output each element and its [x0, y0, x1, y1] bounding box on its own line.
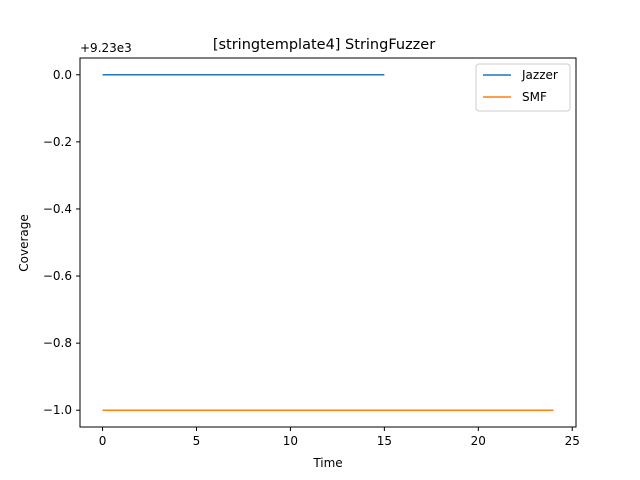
y-offset-label: +9.23e3 — [80, 41, 132, 55]
x-tick-label: 15 — [377, 434, 392, 448]
x-tick-label: 20 — [471, 434, 486, 448]
x-axis: 0 5 10 15 20 25 — [99, 427, 580, 448]
x-tick-label: 10 — [283, 434, 298, 448]
legend: Jazzer SMF — [475, 63, 571, 112]
plot-lines — [102, 74, 554, 411]
y-axis-label: Coverage — [17, 214, 31, 272]
x-tick-label: 25 — [565, 434, 580, 448]
y-tick-label: −0.4 — [43, 202, 72, 216]
chart-title: [stringtemplate4] StringFuzzer — [213, 37, 435, 53]
x-tick-label: 0 — [99, 434, 107, 448]
y-tick-label: −0.2 — [43, 135, 72, 149]
legend-label-smf: SMF — [522, 90, 547, 104]
y-tick-label: −0.6 — [43, 269, 72, 283]
y-tick-label: 0.0 — [53, 68, 72, 82]
legend-label-jazzer: Jazzer — [521, 68, 558, 82]
x-axis-label: Time — [312, 456, 342, 470]
y-tick-label: −1.0 — [43, 403, 72, 417]
x-tick-label: 5 — [193, 434, 201, 448]
y-tick-label: −0.8 — [43, 336, 72, 350]
plot-frame — [79, 57, 577, 428]
y-axis: 0.0 −0.2 −0.4 −0.6 −0.8 −1.0 — [43, 68, 80, 417]
